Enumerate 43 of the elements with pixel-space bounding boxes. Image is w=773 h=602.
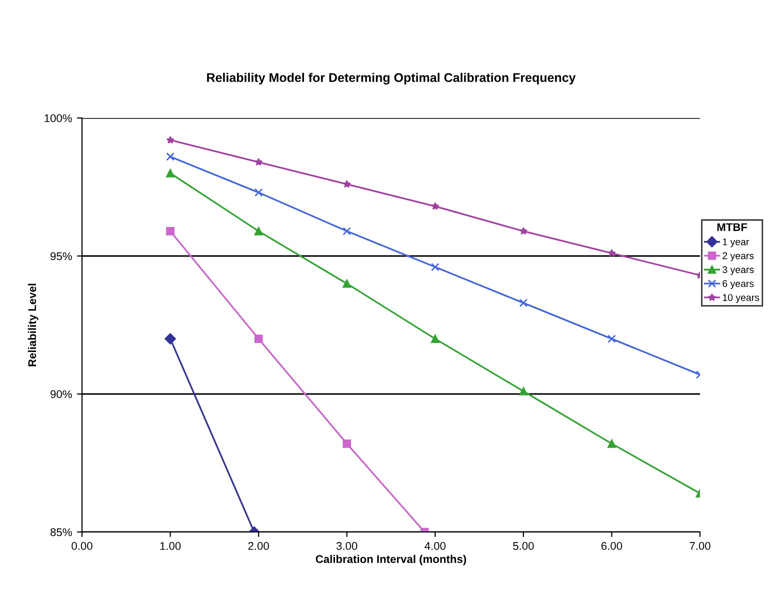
point bbox=[431, 202, 440, 210]
y-tick-label: 95% bbox=[50, 252, 72, 260]
x-tick-label: 3.00 bbox=[336, 542, 358, 550]
point bbox=[608, 334, 616, 343]
point bbox=[254, 334, 263, 343]
legend-label: 2 years bbox=[722, 252, 754, 262]
x-tick-label: 7.00 bbox=[690, 542, 710, 550]
legend-label: 1 year bbox=[722, 238, 750, 248]
point bbox=[342, 226, 352, 236]
legend-label: 10 years bbox=[722, 294, 760, 303]
point bbox=[164, 333, 176, 344]
point bbox=[342, 440, 352, 448]
point bbox=[166, 169, 174, 178]
legend-label: 3 years bbox=[722, 266, 754, 276]
point bbox=[166, 226, 174, 236]
y-tick-label: 90% bbox=[50, 390, 72, 398]
legend-title: MTBF bbox=[717, 223, 748, 231]
x-tick-label: 2.00 bbox=[248, 542, 269, 550]
x-axis-title: Calibration Interval (months) bbox=[316, 554, 466, 566]
x-tick-label: 5.00 bbox=[513, 542, 534, 550]
y-axis-title: Reliability Level bbox=[28, 284, 38, 366]
y-tick-label: 85% bbox=[50, 528, 72, 536]
x-tick-label: 6.00 bbox=[601, 542, 622, 550]
x-tick-label: 0.00 bbox=[72, 542, 92, 550]
point bbox=[430, 334, 440, 343]
point bbox=[519, 226, 528, 235]
point bbox=[254, 158, 263, 166]
point bbox=[608, 440, 616, 448]
point bbox=[342, 180, 351, 188]
point bbox=[519, 298, 528, 308]
chart-title: Reliability Model for Determing Optimal Calibration Frequency bbox=[207, 72, 576, 85]
point bbox=[519, 387, 528, 396]
y-tick-label: 100% bbox=[44, 114, 72, 122]
point bbox=[430, 262, 440, 272]
point bbox=[166, 152, 174, 161]
point bbox=[166, 136, 174, 144]
point bbox=[254, 188, 263, 197]
x-tick-label: 1.00 bbox=[160, 542, 181, 550]
point bbox=[608, 249, 616, 257]
point bbox=[254, 226, 263, 236]
x-tick-label: 4.00 bbox=[424, 542, 446, 550]
legend-label: 6 years bbox=[722, 280, 754, 289]
point bbox=[342, 279, 352, 288]
